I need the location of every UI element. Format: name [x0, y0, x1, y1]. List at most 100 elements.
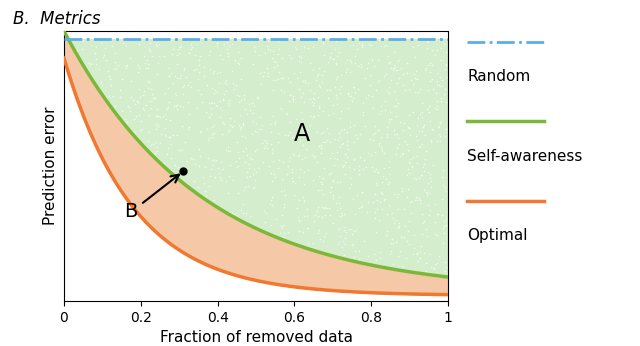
- Point: [415, 86, 426, 91]
- Point: [377, 179, 387, 184]
- Point: [282, 111, 292, 117]
- Point: [369, 251, 379, 257]
- Point: [294, 198, 304, 203]
- Point: [417, 109, 427, 114]
- Point: [247, 156, 257, 162]
- Point: [251, 170, 261, 175]
- Point: [408, 109, 418, 115]
- Point: [392, 135, 403, 140]
- Point: [349, 156, 359, 162]
- Point: [186, 41, 196, 47]
- Point: [347, 231, 357, 236]
- Point: [320, 212, 330, 218]
- Point: [346, 226, 356, 231]
- Point: [155, 115, 165, 120]
- Point: [384, 180, 394, 185]
- Point: [109, 66, 119, 72]
- Point: [335, 206, 345, 211]
- Point: [383, 61, 394, 66]
- Point: [391, 239, 401, 245]
- Point: [393, 100, 403, 106]
- Point: [307, 44, 317, 50]
- Point: [135, 127, 145, 132]
- Point: [397, 72, 408, 77]
- Point: [172, 75, 182, 81]
- Point: [392, 254, 403, 259]
- Point: [221, 46, 232, 51]
- Point: [195, 54, 205, 59]
- Point: [386, 116, 396, 121]
- Point: [239, 106, 250, 111]
- Point: [340, 160, 351, 165]
- Point: [330, 84, 340, 90]
- Point: [390, 218, 400, 223]
- Point: [314, 143, 324, 149]
- Point: [397, 188, 408, 193]
- Point: [374, 111, 385, 117]
- Point: [426, 140, 436, 145]
- Point: [161, 134, 171, 139]
- Point: [406, 211, 416, 216]
- Point: [250, 148, 260, 154]
- Point: [383, 119, 394, 124]
- Point: [95, 40, 106, 46]
- Point: [298, 90, 308, 95]
- Point: [215, 99, 225, 104]
- Point: [118, 40, 128, 45]
- Point: [172, 62, 182, 67]
- Point: [435, 119, 445, 124]
- Point: [437, 197, 447, 202]
- Point: [347, 242, 357, 247]
- Point: [289, 178, 299, 183]
- Point: [385, 59, 396, 65]
- Point: [433, 131, 444, 136]
- Point: [419, 164, 429, 170]
- Point: [255, 114, 265, 119]
- Point: [305, 96, 315, 102]
- Point: [332, 92, 342, 98]
- Point: [374, 249, 385, 255]
- Point: [133, 63, 143, 68]
- Point: [372, 127, 383, 132]
- Point: [262, 39, 273, 44]
- Point: [402, 194, 412, 200]
- Point: [110, 59, 120, 65]
- Point: [187, 44, 197, 50]
- Point: [301, 146, 312, 152]
- Point: [162, 151, 172, 157]
- Point: [150, 139, 161, 145]
- Point: [138, 92, 148, 98]
- Point: [394, 57, 404, 63]
- Point: [362, 209, 372, 214]
- Point: [337, 141, 348, 146]
- Point: [101, 95, 111, 100]
- Point: [225, 122, 235, 127]
- Point: [260, 51, 270, 56]
- Point: [350, 53, 360, 59]
- Point: [239, 184, 250, 189]
- Point: [420, 156, 430, 162]
- Point: [273, 52, 283, 57]
- Point: [421, 189, 431, 195]
- Point: [289, 192, 299, 198]
- Point: [163, 85, 173, 91]
- Point: [308, 113, 319, 118]
- Point: [278, 75, 289, 81]
- Point: [396, 263, 406, 268]
- Point: [219, 91, 229, 97]
- Point: [207, 135, 217, 140]
- Point: [372, 197, 383, 203]
- Point: [412, 137, 422, 143]
- Point: [212, 166, 223, 171]
- Point: [216, 107, 227, 113]
- Point: [195, 129, 205, 134]
- Point: [294, 175, 305, 180]
- Point: [205, 101, 216, 106]
- Point: [308, 67, 319, 73]
- Point: [386, 248, 396, 254]
- Point: [424, 109, 434, 115]
- Point: [335, 225, 346, 231]
- Point: [356, 64, 366, 70]
- Point: [435, 57, 445, 63]
- Point: [163, 104, 173, 110]
